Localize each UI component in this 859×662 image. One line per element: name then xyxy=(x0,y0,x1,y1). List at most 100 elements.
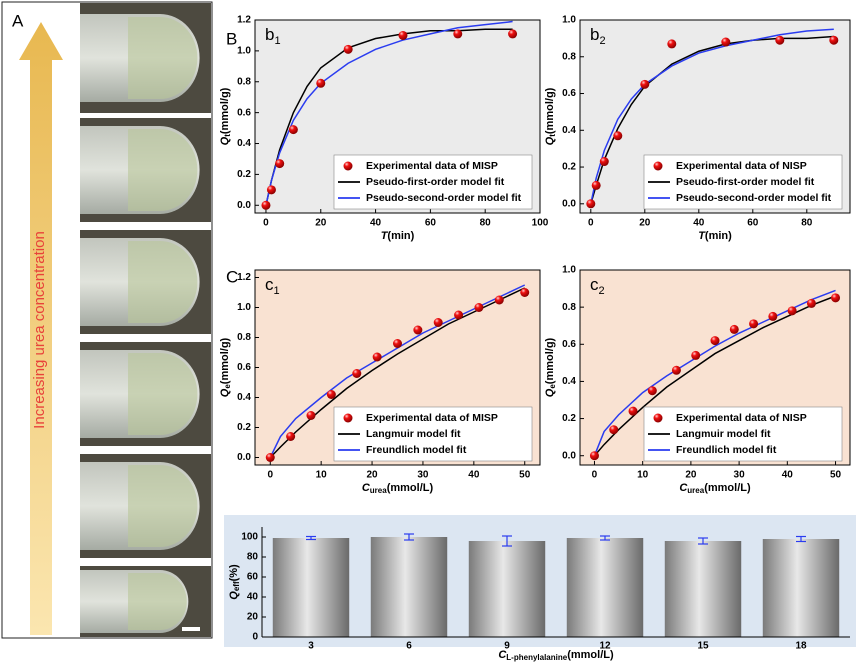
x-tick-label: 20 xyxy=(639,218,651,229)
y-tick-label: 20 xyxy=(247,612,259,623)
data-point xyxy=(266,453,275,462)
y-tick-label: 0.4 xyxy=(237,392,251,403)
y-tick-label: 0.0 xyxy=(237,452,251,463)
x-tick-label: 20 xyxy=(315,218,327,229)
legend-marker xyxy=(654,162,663,171)
legend-label: Experimental data of NISP xyxy=(676,160,807,172)
label-sub: eff xyxy=(232,581,241,591)
x-tick-label: 10 xyxy=(637,470,649,481)
legend-marker xyxy=(344,414,353,423)
data-point xyxy=(640,80,649,89)
label-rest: (mmol/g) xyxy=(544,337,556,384)
y-tick-label: 0.4 xyxy=(562,125,576,136)
x-tick-label: 60 xyxy=(425,218,437,229)
label-rest: (mmol/g) xyxy=(219,87,231,134)
data-point xyxy=(629,407,638,416)
data-point xyxy=(730,325,739,334)
axis-label: Curea(mmol/L) xyxy=(362,482,434,495)
y-tick-label: 0.8 xyxy=(237,76,251,87)
y-tick-label: 0.6 xyxy=(562,339,576,350)
y-tick-label: 0.2 xyxy=(562,162,576,173)
data-point xyxy=(508,29,517,38)
y-tick-label: 0.2 xyxy=(562,413,576,424)
x-tick-label: 40 xyxy=(782,470,794,481)
y-tick-label: 0.4 xyxy=(562,376,576,387)
y-tick-label: 1.0 xyxy=(237,46,251,57)
bar xyxy=(371,537,447,637)
y-tick-label: 1.2 xyxy=(237,272,251,283)
y-tick-label: 0.0 xyxy=(237,200,251,211)
y-tick-label: 0.8 xyxy=(237,332,251,343)
y-tick-label: 0.6 xyxy=(562,88,576,99)
caption: Increasing urea concentration xyxy=(31,231,48,429)
data-point xyxy=(613,131,622,140)
data-point xyxy=(590,451,599,460)
data-point xyxy=(768,312,777,321)
x-tick-label: 100 xyxy=(532,218,549,229)
data-point xyxy=(306,411,315,420)
panel-label: B xyxy=(226,29,237,48)
figure: Increasing urea concentration A B C D 0.… xyxy=(0,0,859,662)
scale-bar xyxy=(182,627,200,631)
y-tick-label: 1.0 xyxy=(562,15,576,26)
x-tick-label: 0 xyxy=(588,218,594,229)
photos xyxy=(80,3,211,637)
bar xyxy=(567,538,643,637)
bar xyxy=(273,538,349,637)
x-tick-label: 18 xyxy=(795,641,807,652)
label-rest: (mmol/L) xyxy=(567,649,614,661)
data-point xyxy=(592,181,601,190)
data-point xyxy=(393,339,402,348)
y-tick-label: 0.8 xyxy=(562,51,576,62)
legend-label: Pseudo-second-order model fit xyxy=(676,192,832,204)
legend-label: Experimental data of NISP xyxy=(676,412,807,424)
bar xyxy=(665,541,741,637)
y-tick-label: 100 xyxy=(241,532,258,543)
label-rest: (mmol/g) xyxy=(219,337,231,384)
y-tick-label: 1.0 xyxy=(562,265,576,276)
data-point xyxy=(586,199,595,208)
data-point xyxy=(721,38,730,47)
label-rest: (min) xyxy=(705,230,732,242)
data-point xyxy=(788,306,797,315)
data-point xyxy=(413,326,422,335)
y-tick-label: 0.6 xyxy=(237,107,251,118)
legend-label: Langmuir model fit xyxy=(676,428,771,440)
data-point xyxy=(398,31,407,40)
data-point xyxy=(672,366,681,375)
axis-label: T(min) xyxy=(698,230,732,242)
legend-label: Pseudo-first-order model fit xyxy=(676,176,815,188)
legend-label: Pseudo-first-order model fit xyxy=(366,176,505,188)
bar xyxy=(469,541,545,637)
axis-label: Qeff(%) xyxy=(228,564,241,600)
subtitle-sub: 1 xyxy=(274,285,280,297)
y-tick-label: 1.0 xyxy=(237,302,251,313)
data-point xyxy=(289,125,298,134)
data-point xyxy=(373,353,382,362)
data-point xyxy=(648,386,657,395)
label-sub: L-phenylalanine xyxy=(506,653,567,662)
y-tick-label: 0.4 xyxy=(237,138,251,149)
data-point xyxy=(344,45,353,54)
subtitle-sub: 2 xyxy=(599,35,605,47)
y-tick-label: 0.2 xyxy=(237,422,251,433)
y-tick-label: 0.0 xyxy=(562,198,576,209)
subtitle-main: b xyxy=(265,25,274,44)
x-tick-label: 80 xyxy=(801,218,813,229)
axis-label: Curea(mmol/L) xyxy=(679,482,751,495)
data-point xyxy=(600,157,609,166)
data-point xyxy=(286,432,295,441)
legend-marker xyxy=(654,414,663,423)
axis-label: T(min) xyxy=(381,230,415,242)
axis-label: CL-phenylalanine(mmol/L) xyxy=(498,649,614,662)
x-tick-label: 0 xyxy=(592,470,598,481)
x-tick-label: 3 xyxy=(308,641,314,652)
data-point xyxy=(261,201,270,210)
y-tick-label: 0.8 xyxy=(562,302,576,313)
data-point xyxy=(609,425,618,434)
axis-label: Qt(mmol/g) xyxy=(544,87,557,145)
legend-label: Experimental data of MISP xyxy=(366,412,498,424)
subtitle-main: b xyxy=(590,25,599,44)
x-tick-label: 6 xyxy=(406,641,412,652)
data-point xyxy=(267,185,276,194)
